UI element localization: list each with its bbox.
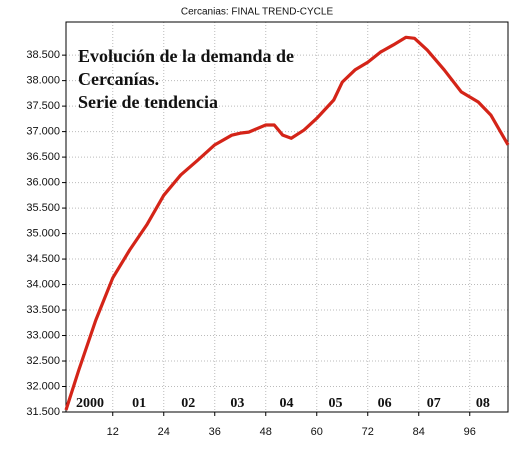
x-tick-label: 36 [209,426,221,438]
period-label: 07 [427,396,441,411]
y-tick-label: 35.500 [26,202,60,214]
y-tick-label: 33.500 [26,304,60,316]
y-tick-label: 32.500 [26,355,60,367]
annotation: Evolución de la demanda de [78,46,294,66]
x-tick-label: 96 [464,426,476,438]
y-tick-label: 35.000 [26,227,60,239]
y-tick-label: 38.500 [26,49,60,61]
y-tick-label: 34.500 [26,253,60,265]
annotation: Serie de tendencia [78,92,218,112]
period-label: 06 [378,396,392,411]
x-tick-label: 48 [260,426,272,438]
y-tick-label: 32.000 [26,380,60,392]
period-label: 02 [181,396,195,411]
plot-area [66,22,508,412]
y-tick-label: 31.500 [26,406,60,418]
period-label: 04 [279,396,293,411]
annotation: Cercanías. [78,69,159,89]
y-tick-label: 36.500 [26,151,60,163]
period-label: 01 [132,396,146,411]
y-tick-label: 38.000 [26,75,60,87]
chart-title: Cercanias: FINAL TREND-CYCLE [181,7,334,18]
x-tick-label: 24 [158,426,170,438]
period-label: 2000 [76,396,104,411]
x-tick-label: 12 [107,426,119,438]
x-tick-label: 84 [413,426,425,438]
y-tick-label: 33.000 [26,329,60,341]
x-tick-label: 60 [311,426,323,438]
x-tick-label: 72 [362,426,374,438]
plot-border [65,21,509,413]
y-tick-label: 37.500 [26,100,60,112]
period-label: 08 [476,396,490,411]
y-tick-label: 34.000 [26,278,60,290]
period-label: 05 [329,396,343,411]
period-label: 03 [230,396,244,411]
trend-line [64,35,510,411]
y-tick-label: 36.000 [26,176,60,188]
y-tick-label: 37.000 [26,126,60,138]
